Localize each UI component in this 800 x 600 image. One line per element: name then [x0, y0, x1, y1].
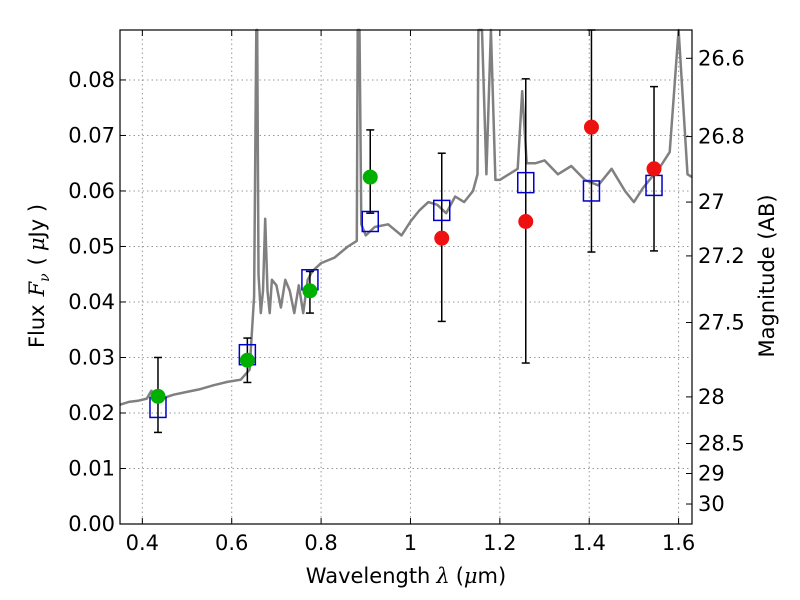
- detection-point: [239, 352, 255, 368]
- x-tick-label: 1.2: [483, 531, 516, 555]
- x-tick-label: 1: [404, 531, 417, 555]
- detection-point: [150, 388, 166, 404]
- y-tick-label: 0.06: [68, 179, 115, 203]
- right-tick-label: 28: [698, 385, 725, 409]
- y-tick-label: 0.00: [68, 512, 115, 536]
- y-tick-label: 0.08: [68, 68, 115, 92]
- right-axis-label: Magnitude (AB): [755, 194, 779, 357]
- x-tick-label: 1.4: [573, 531, 606, 555]
- model-spectrum-line: [119, 28, 693, 406]
- x-axis-label: Wavelength λ (μm): [306, 564, 506, 588]
- y-tick-label: 0.07: [68, 123, 115, 147]
- observed-point-red: [518, 213, 534, 229]
- y-tick-label: 0.01: [68, 456, 115, 480]
- x-tick-label: 0.4: [126, 531, 159, 555]
- x-tick-label: 0.8: [304, 531, 337, 555]
- right-tick-label: 27.5: [698, 311, 745, 335]
- observed-point-red: [583, 119, 599, 135]
- y-tick-label: 0.05: [68, 234, 115, 258]
- x-tick-label: 1.6: [662, 531, 695, 555]
- plot-frame: [119, 29, 693, 525]
- observed-point-red: [646, 161, 662, 177]
- y-axis-label: FluxFν(μJy ): [25, 204, 53, 348]
- model-photometry-point: [361, 210, 379, 233]
- y-tick-label: 0.04: [68, 290, 115, 314]
- model-photometry-point: [433, 199, 451, 222]
- right-tick-label: 30: [698, 492, 725, 516]
- right-tick-label: 26.6: [698, 46, 745, 70]
- x-tick-label: 0.6: [215, 531, 248, 555]
- detection-point: [362, 169, 378, 185]
- detection-point: [302, 283, 318, 299]
- y-tick-label: 0.03: [68, 345, 115, 369]
- plot-series: [119, 28, 693, 434]
- axes: 0.4 0.6 0.8 1 1.2 1.4 1.6 0.00 0.01 0.02 0.03 0.04 0…: [68, 30, 745, 555]
- observed-point-red: [434, 230, 450, 246]
- right-tick-label: 26.8: [698, 125, 745, 149]
- right-tick-label: 29: [698, 461, 725, 485]
- model-photometry-point: [582, 180, 601, 202]
- y-tick-label: 0.02: [68, 401, 115, 425]
- right-tick-label: 27.2: [698, 244, 745, 268]
- model-photometry-point: [517, 171, 535, 194]
- right-tick-label: 27: [698, 190, 725, 214]
- right-tick-label: 28.5: [698, 432, 745, 456]
